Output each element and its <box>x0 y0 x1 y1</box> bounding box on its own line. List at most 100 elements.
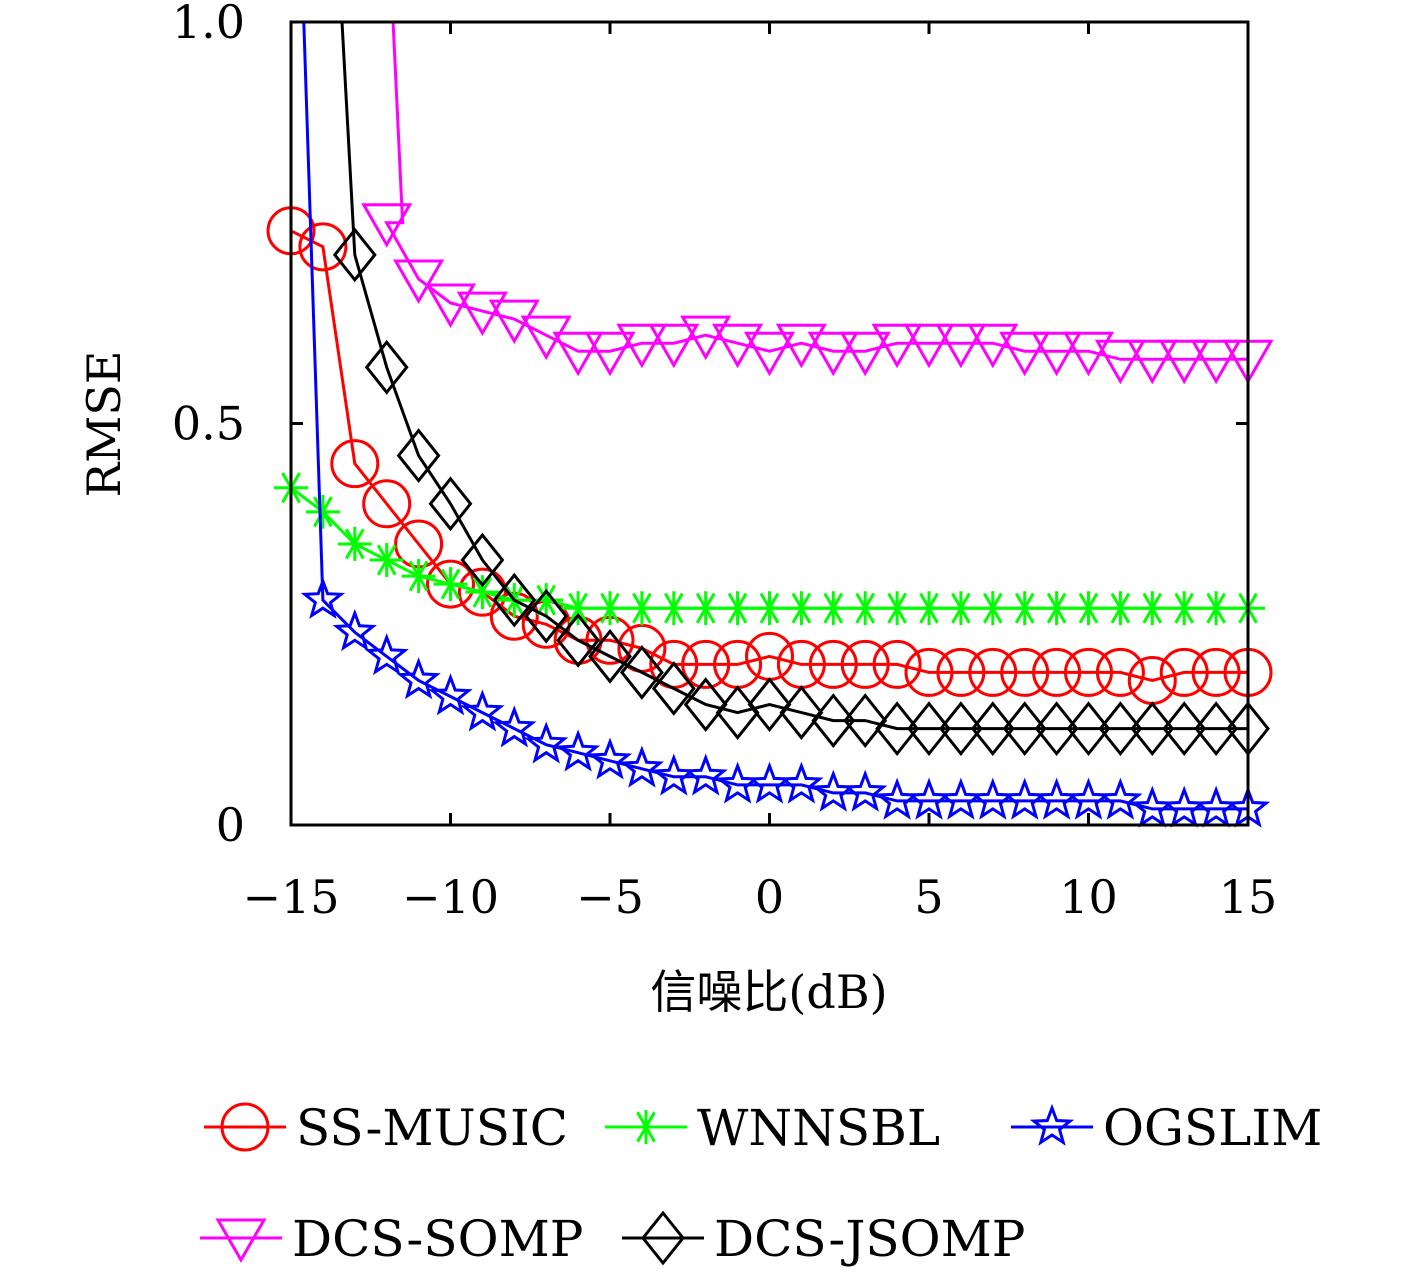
data-point <box>555 729 601 772</box>
series-line <box>302 21 1248 811</box>
data-point <box>1126 339 1178 385</box>
data-point <box>1094 339 1146 385</box>
data-point <box>300 576 346 619</box>
x-tick-label: 10 <box>1059 870 1118 924</box>
data-point <box>816 591 851 626</box>
x-tick-label: −5 <box>576 870 644 924</box>
data-point <box>337 526 372 561</box>
data-point <box>970 777 1015 820</box>
data-point <box>903 323 955 369</box>
data-point <box>811 693 856 749</box>
data-point <box>1130 701 1175 757</box>
legend-entry: DCS-SOMP <box>200 1210 583 1268</box>
data-point <box>396 657 441 700</box>
data-point <box>970 701 1015 757</box>
x-tick-label: 0 <box>755 870 784 924</box>
data-point <box>906 777 952 820</box>
data-point <box>361 203 413 248</box>
data-point <box>1002 701 1047 757</box>
data-point <box>648 323 700 369</box>
data-point <box>1034 777 1079 820</box>
data-point <box>616 323 668 369</box>
data-point <box>683 677 728 732</box>
data-point <box>807 331 859 377</box>
data-point <box>904 647 954 697</box>
data-point <box>428 673 473 716</box>
data-point <box>492 705 537 748</box>
data-point <box>1066 701 1111 757</box>
data-point <box>401 559 436 594</box>
data-point <box>1066 777 1111 820</box>
data-point <box>364 633 409 676</box>
data-point <box>424 283 477 329</box>
data-point <box>1193 785 1239 828</box>
x-tick-label: 5 <box>914 870 943 924</box>
data-point <box>1162 701 1207 757</box>
legend-label: WNNSBL <box>697 1099 940 1157</box>
data-point <box>880 591 915 626</box>
data-point <box>779 761 824 804</box>
legend-marker <box>629 1110 663 1144</box>
legend-marker <box>1029 1103 1075 1146</box>
data-point <box>393 259 445 304</box>
data-point <box>935 323 987 369</box>
legend: SS-MUSIC WNNSBL OGSLIM DCS-SOMP DCS-JSOMP <box>200 1099 1322 1268</box>
data-point <box>752 591 787 626</box>
data-point <box>839 331 891 377</box>
data-point <box>456 291 508 337</box>
data-point <box>1031 331 1083 377</box>
data-point <box>848 591 883 626</box>
data-point <box>1190 339 1242 385</box>
data-point <box>1007 591 1042 626</box>
y-tick-label: 0.5 <box>172 397 245 451</box>
data-point <box>651 661 696 716</box>
data-point <box>1199 591 1234 626</box>
data-point <box>1098 701 1143 757</box>
data-point <box>1191 647 1241 697</box>
axis-tick-labels: −15 −10 −5 0 5 10 15 0 0.5 1.0 <box>172 0 1277 924</box>
data-point <box>1000 647 1050 697</box>
data-point <box>912 591 946 626</box>
data-point <box>1158 339 1210 385</box>
series-dcs-jsomp <box>332 21 1270 757</box>
data-point <box>520 315 572 361</box>
data-point <box>433 567 468 602</box>
data-point <box>688 591 723 626</box>
data-point <box>1095 647 1145 697</box>
data-point <box>428 476 473 532</box>
data-point <box>747 761 792 804</box>
data-point <box>332 227 377 283</box>
data-point <box>843 693 888 749</box>
data-point <box>1002 777 1047 820</box>
data-point <box>298 222 348 272</box>
data-point <box>584 331 636 377</box>
data-point <box>936 647 986 697</box>
data-point <box>808 639 858 689</box>
data-point <box>1103 591 1138 626</box>
data-point <box>871 323 923 369</box>
legend-entry: DCS-JSOMP <box>622 1210 1025 1268</box>
series-layer <box>266 21 1274 828</box>
data-point <box>524 721 569 764</box>
data-point <box>938 777 984 820</box>
axis-ticks <box>289 20 1250 827</box>
data-point <box>775 323 827 369</box>
data-point <box>784 591 819 626</box>
data-point <box>332 609 377 652</box>
data-point <box>967 323 1019 369</box>
legend-marker <box>641 1210 685 1266</box>
y-tick-label: 1.0 <box>172 0 245 49</box>
data-point <box>938 701 983 757</box>
data-point <box>747 677 792 732</box>
data-point <box>1062 331 1115 377</box>
data-point <box>840 639 890 689</box>
data-point <box>907 701 951 757</box>
data-point <box>1194 701 1239 757</box>
x-tick-label: −15 <box>242 870 339 924</box>
data-point <box>720 591 755 626</box>
data-point <box>1167 591 1202 626</box>
series-line <box>384 21 1248 361</box>
y-axis-title: RMSE <box>77 351 131 498</box>
data-point <box>305 494 340 529</box>
